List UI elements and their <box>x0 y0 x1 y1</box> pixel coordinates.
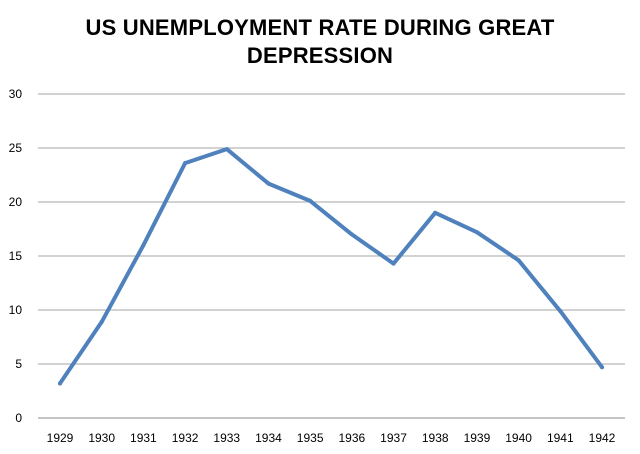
data-point <box>600 365 604 370</box>
x-tick-label: 1933 <box>213 431 240 445</box>
data-point <box>266 181 271 186</box>
y-tick-label: 0 <box>15 411 22 425</box>
y-tick-label: 5 <box>15 357 22 371</box>
x-tick-label: 1935 <box>297 431 324 445</box>
data-point <box>99 319 104 324</box>
chart-title: US UNEMPLOYMENT RATE DURING GREAT DEPRES… <box>85 15 555 68</box>
data-point <box>558 309 563 314</box>
x-tick-label: 1939 <box>464 431 491 445</box>
data-point <box>391 261 396 266</box>
data-point <box>433 210 438 215</box>
data-point <box>308 198 313 203</box>
x-tick-label: 1941 <box>547 431 574 445</box>
x-tick-label: 1938 <box>422 431 449 445</box>
x-tick-label: 1931 <box>130 431 157 445</box>
data-point <box>141 243 146 248</box>
series-line <box>58 147 604 386</box>
data-point <box>349 232 354 237</box>
y-tick-label: 10 <box>9 303 23 317</box>
data-point <box>474 230 479 235</box>
series-layer <box>58 147 604 386</box>
x-tick-label: 1940 <box>505 431 532 445</box>
x-tick-label: 1937 <box>380 431 407 445</box>
y-tick-label: 25 <box>9 141 23 155</box>
x-tick-label: 1929 <box>47 431 74 445</box>
x-tick-label: 1934 <box>255 431 282 445</box>
x-tick-label: 1932 <box>172 431 199 445</box>
x-tick-label: 1930 <box>88 431 115 445</box>
y-tick-label: 30 <box>9 87 23 101</box>
x-tick-label: 1936 <box>338 431 365 445</box>
y-tick-label: 20 <box>9 195 23 209</box>
y-tick-label: 15 <box>9 249 23 263</box>
data-point <box>224 147 229 152</box>
data-point <box>58 381 62 386</box>
x-tick-label: 1942 <box>589 431 616 445</box>
y-axis-tick-labels: 0 5 10 15 20 25 30 <box>9 87 23 425</box>
gridlines <box>38 93 625 419</box>
x-axis-tick-labels: 1929 1930 1931 1932 1933 1934 1935 1936 1937 1938… <box>47 431 616 445</box>
data-point <box>516 258 521 263</box>
data-point <box>183 161 188 166</box>
